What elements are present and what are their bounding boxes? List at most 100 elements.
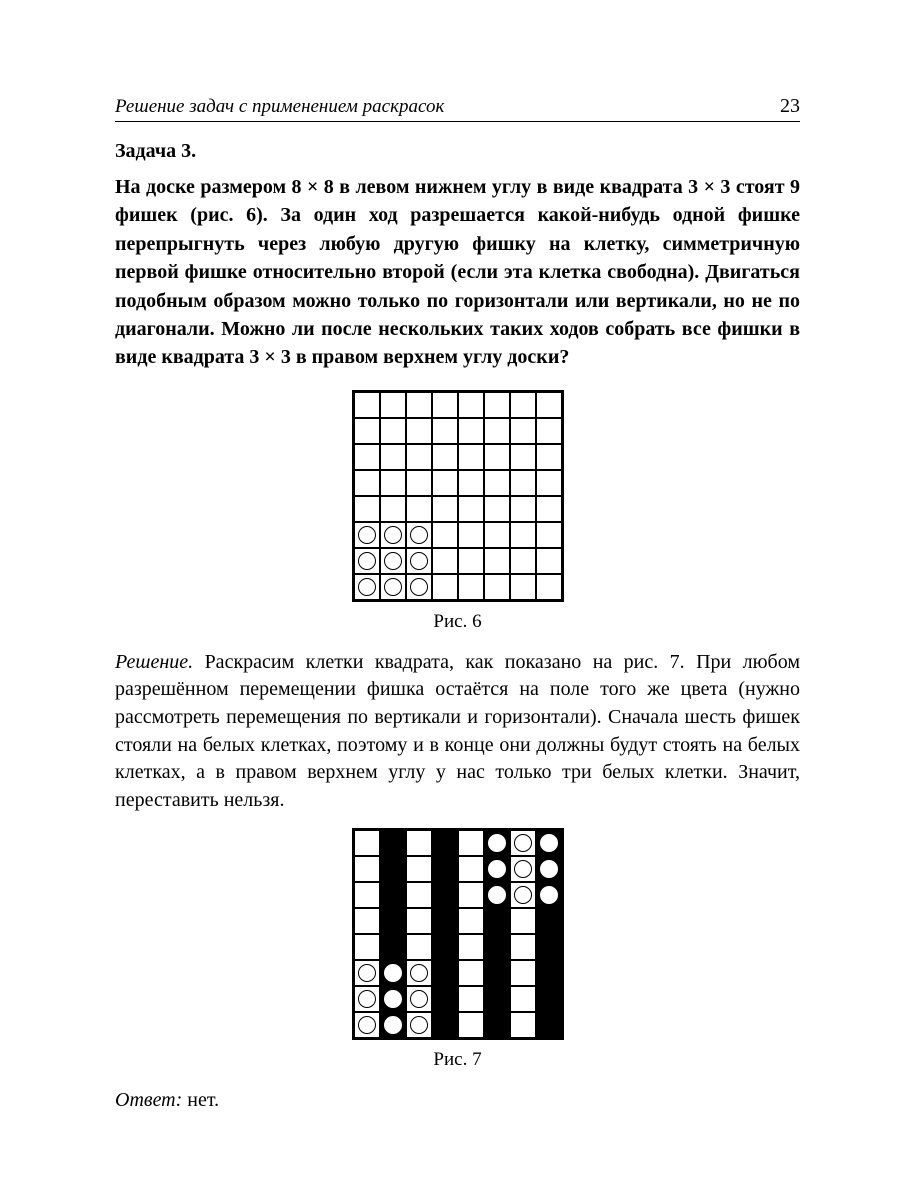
board-cell xyxy=(536,574,562,600)
board-cell xyxy=(406,908,432,934)
chip-icon xyxy=(358,1016,376,1034)
board-cell xyxy=(406,418,432,444)
chip-icon xyxy=(384,526,402,544)
board-cell xyxy=(458,960,484,986)
page-number: 23 xyxy=(780,95,800,118)
board-cell xyxy=(406,1012,432,1038)
board-row xyxy=(354,856,562,882)
board-cell xyxy=(536,496,562,522)
board-cell xyxy=(536,418,562,444)
board-fig6 xyxy=(352,390,564,602)
board-cell xyxy=(380,548,406,574)
board-cell xyxy=(536,830,562,856)
board-cell xyxy=(380,392,406,418)
board-row xyxy=(354,548,562,574)
chip-icon xyxy=(358,964,376,982)
board-cell xyxy=(406,882,432,908)
board-cell xyxy=(484,986,510,1012)
board-cell xyxy=(380,986,406,1012)
board-cell xyxy=(406,574,432,600)
board-row xyxy=(354,882,562,908)
board-cell xyxy=(432,392,458,418)
board-cell xyxy=(510,392,536,418)
board-cell xyxy=(432,882,458,908)
board-cell xyxy=(484,418,510,444)
board-cell xyxy=(510,522,536,548)
board-cell xyxy=(432,574,458,600)
board-cell xyxy=(406,392,432,418)
board-cell xyxy=(510,444,536,470)
chip-icon xyxy=(540,860,558,878)
board-cell xyxy=(458,986,484,1012)
board-cell xyxy=(510,548,536,574)
board-cell xyxy=(536,444,562,470)
task-label: Задача 3. xyxy=(115,140,800,163)
board-cell xyxy=(536,986,562,1012)
board-cell xyxy=(484,522,510,548)
board-cell xyxy=(484,496,510,522)
board-cell xyxy=(458,470,484,496)
chip-icon xyxy=(410,964,428,982)
problem-statement: На доске размером 8 × 8 в левом нижнем у… xyxy=(115,173,800,372)
board-cell xyxy=(380,522,406,548)
board-cell xyxy=(510,1012,536,1038)
chip-icon xyxy=(384,578,402,596)
running-head: Решение задач с применением раскрасок 23 xyxy=(115,95,800,122)
board-cell xyxy=(432,960,458,986)
chip-icon xyxy=(384,990,402,1008)
board-cell xyxy=(380,856,406,882)
board-cell xyxy=(510,496,536,522)
board-cell xyxy=(484,960,510,986)
board-row xyxy=(354,470,562,496)
chip-icon xyxy=(410,552,428,570)
board-cell xyxy=(380,882,406,908)
board-cell xyxy=(484,548,510,574)
board-cell xyxy=(354,830,380,856)
board-cell xyxy=(510,470,536,496)
board-cell xyxy=(354,960,380,986)
board-cell xyxy=(510,574,536,600)
board-cell xyxy=(458,548,484,574)
board-cell xyxy=(406,830,432,856)
board-cell xyxy=(432,496,458,522)
figure-7-caption: Рис. 7 xyxy=(115,1049,800,1071)
board-cell xyxy=(354,496,380,522)
board-cell xyxy=(536,960,562,986)
board-cell xyxy=(458,444,484,470)
solution-lead: Решение. xyxy=(115,651,193,673)
board-cell xyxy=(536,522,562,548)
board-cell xyxy=(406,444,432,470)
board-cell xyxy=(510,934,536,960)
board-cell xyxy=(380,1012,406,1038)
board-cell xyxy=(484,574,510,600)
board-cell xyxy=(380,418,406,444)
board-cell xyxy=(432,856,458,882)
board-cell xyxy=(354,908,380,934)
board-cell xyxy=(536,1012,562,1038)
board-cell xyxy=(458,856,484,882)
board-cell xyxy=(458,522,484,548)
board-cell xyxy=(484,856,510,882)
board-cell xyxy=(380,908,406,934)
board-cell xyxy=(536,934,562,960)
board-cell xyxy=(380,496,406,522)
solution-text: Решение. Раскрасим клетки квадрата, как … xyxy=(115,649,800,815)
chip-icon xyxy=(410,1016,428,1034)
board-cell xyxy=(536,470,562,496)
board-row xyxy=(354,934,562,960)
board-cell xyxy=(354,548,380,574)
board-cell xyxy=(432,418,458,444)
chip-icon xyxy=(488,886,506,904)
board-cell xyxy=(536,908,562,934)
board-cell xyxy=(484,444,510,470)
board-row xyxy=(354,960,562,986)
chip-icon xyxy=(358,526,376,544)
board-cell xyxy=(510,908,536,934)
board-cell xyxy=(484,392,510,418)
board-cell xyxy=(432,444,458,470)
figure-6-caption: Рис. 6 xyxy=(115,611,800,633)
board-row xyxy=(354,496,562,522)
board-cell xyxy=(458,882,484,908)
board-cell xyxy=(510,856,536,882)
board-cell xyxy=(432,934,458,960)
